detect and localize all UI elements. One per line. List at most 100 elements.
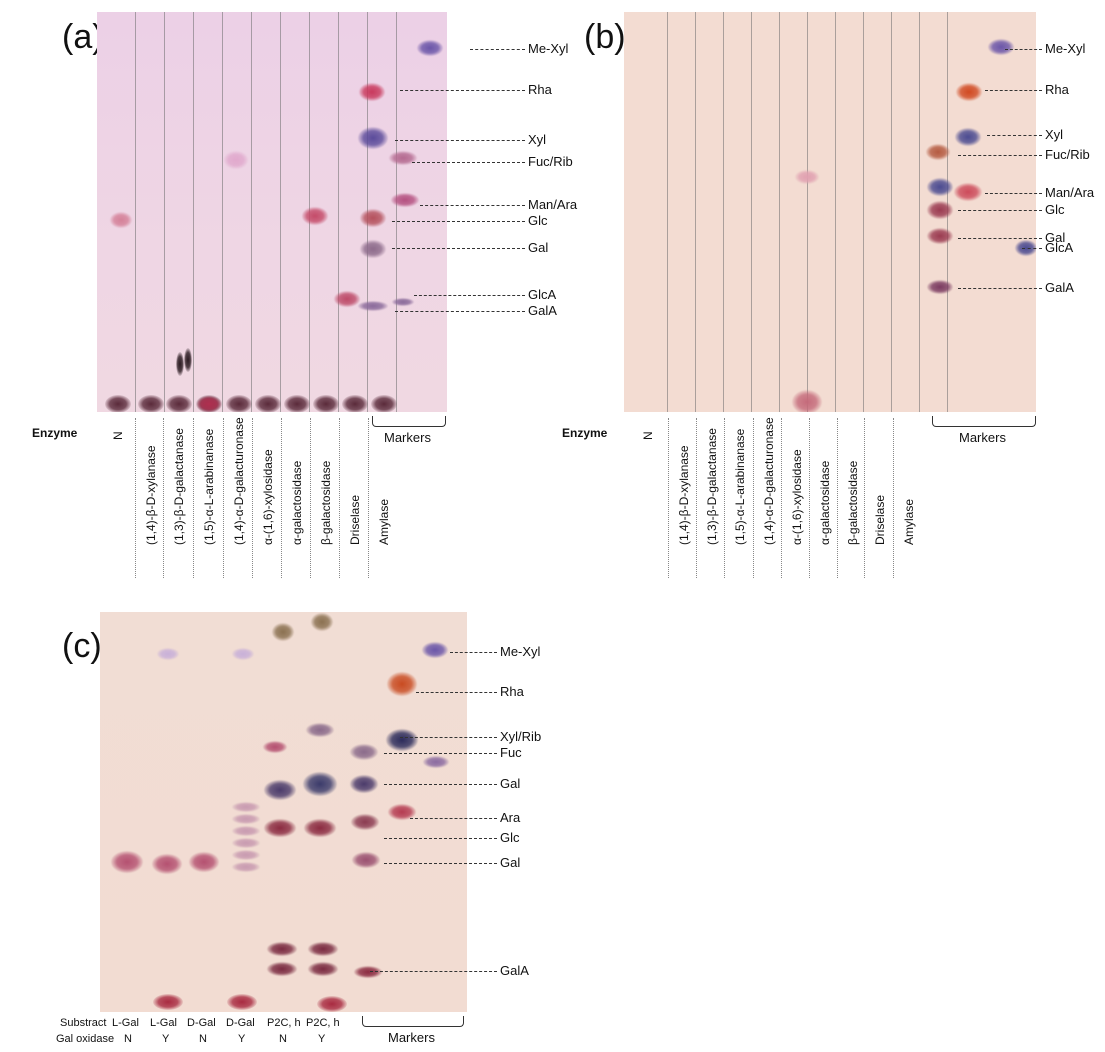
lane-label-a: Amylase [377,498,391,545]
gal-oxidase-header: Gal oxidase [56,1033,115,1045]
callout-line-c-1 [416,692,497,693]
streak-spot [184,348,192,372]
spot-lgal-y [152,854,182,874]
substract-value: L-Gal [150,1017,177,1029]
callout-line-a-1 [400,90,525,91]
origin-spot-xylosidase [792,390,822,412]
markers-bracket-c [362,1016,464,1027]
callout-line-a-3 [412,162,525,163]
marker-gala [927,280,953,294]
callout-label-c: Glc [500,830,520,845]
marker-mexyl [422,642,448,658]
marker-rha [359,83,385,101]
spot-p2c-y-blue [303,772,337,796]
spot-p2c-y [306,723,334,737]
callout-line-b-1 [985,90,1042,91]
origin-lgal-y [153,994,183,1010]
marker-glca [392,298,414,306]
marker-gal [360,240,386,258]
spot-dgal-smear [232,850,260,860]
lane-label-a: (1,4)-β-D-xylanase [144,445,158,545]
tlc-plate-a [97,12,447,412]
lane-divider [723,12,724,412]
lane-label-a: α-galactosidase [290,460,304,545]
lane-label-b: (1,5)-α-L-arabinanase [733,428,747,545]
marker-manara [954,183,982,201]
lane-label-a: α-(1,6)-xylosidase [261,449,275,545]
marker-glc [351,814,379,830]
origin-spot [105,395,131,412]
callout-label-b: Glc [1045,202,1065,217]
callout-line-a-4 [420,205,525,206]
callout-line-a-2 [395,140,525,141]
oxidase-value: Y [318,1033,326,1045]
marker-glc [927,201,953,219]
spot-p2c-blue [264,780,296,800]
origin-spot [284,395,310,412]
lane-divider [280,12,281,412]
callout-label-b: Fuc/Rib [1045,147,1090,162]
callout-label-a: Fuc/Rib [528,154,573,169]
markers-bracket-a [372,416,446,427]
callout-line-b-6 [958,238,1042,239]
callout-label-a: Glc [528,213,548,228]
callout-label-c: Xyl/Rib [500,729,542,744]
callout-line-c-6 [384,838,497,839]
marker-manara-blue [927,178,953,196]
marker-ara [388,804,416,820]
lane-guide-b [837,418,838,578]
spot-amylase [334,291,360,307]
spot-dgal-y-top [232,648,254,660]
tlc-plate-b [624,12,1036,412]
callout-line-a-7 [414,295,525,296]
lane-divider [135,12,136,412]
lane-guide-a [223,418,224,578]
marker-fuc [350,744,378,760]
callout-label-b: GlcA [1045,240,1074,255]
spot-dgal [189,852,219,872]
lane-guide-a [310,418,311,578]
callout-line-b-0 [1005,49,1042,50]
panel-label-a: (a) [62,18,104,56]
origin-spot [342,395,368,412]
lane-guide-b [864,418,865,578]
callout-label-a: Rha [528,82,552,97]
marker-xyl [358,127,388,149]
marker-mexyl [417,40,443,56]
lane-divider [807,12,808,412]
callout-label-c: Ara [500,810,521,825]
substract-value: P2C, h [306,1017,340,1029]
spot-p2c-y-low2 [308,962,338,976]
spot-dgal-smear [232,862,260,872]
lane-guide-a [163,418,164,578]
lane-guide-b [753,418,754,578]
oxidase-value: N [199,1033,207,1045]
origin-spot [313,395,339,412]
lane-guide-a [339,418,340,578]
callout-label-a: GalA [528,303,557,318]
lane-label-a: N [111,431,125,440]
lane-divider [338,12,339,412]
lane-divider [695,12,696,412]
callout-label-c: GalA [500,963,529,978]
origin-spot [226,395,252,412]
substract-header: Substract [60,1017,107,1029]
spot-dgal-smear [232,826,260,836]
oxidase-value: N [279,1033,287,1045]
lane-divider [193,12,194,412]
callout-label-b: Man/Ara [1045,185,1095,200]
callout-line-c-0 [450,652,497,653]
callout-line-a-5 [392,221,525,222]
lane-guide-b [781,418,782,578]
origin-spot-red [197,396,221,412]
lane-label-a: β-galactosidase [319,460,333,545]
callout-line-b-5 [958,210,1042,211]
marker-xylrib [386,729,418,751]
spot-p2c-low [267,942,297,956]
callout-line-c-5 [410,818,497,819]
substract-value: D-Gal [226,1017,255,1029]
markers-bracket-a-label: Markers [384,430,431,445]
lane-guide-b [696,418,697,578]
markers-bracket-b-label: Markers [959,430,1006,445]
lane-label-a: (1,3)-β-D-galactanase [172,428,186,545]
